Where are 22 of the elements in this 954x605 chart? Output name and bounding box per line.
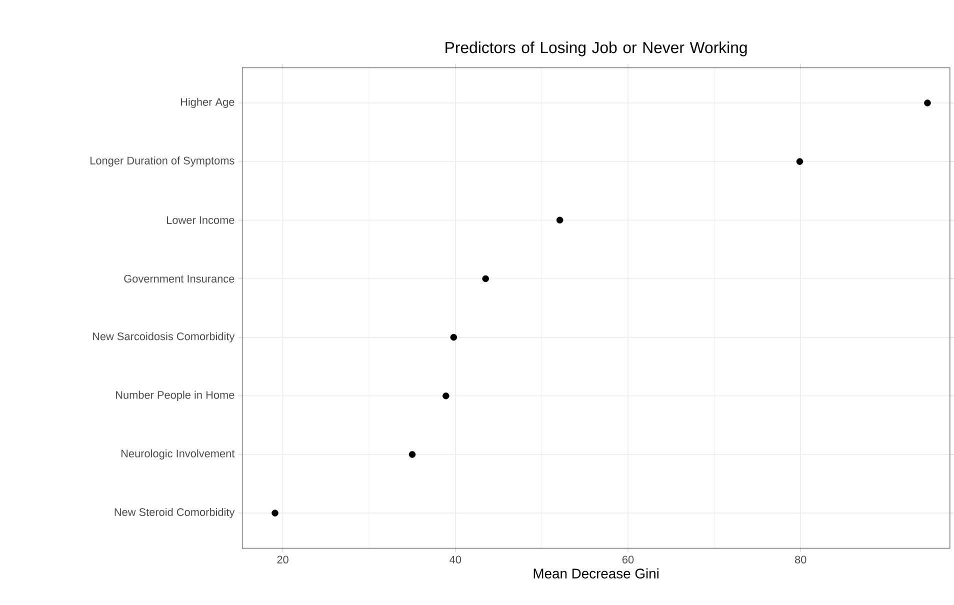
- point: [556, 216, 564, 224]
- x-tick-label: 20: [277, 556, 288, 564]
- point: [482, 275, 489, 282]
- y-tick-label: Government Insurance: [124, 274, 234, 283]
- point: [408, 451, 416, 458]
- y-tick-label: Higher Age: [180, 98, 234, 108]
- point: [442, 392, 450, 400]
- y-tick-label: Longer Duration of Symptoms: [90, 156, 234, 167]
- point: [272, 510, 278, 516]
- point: [450, 334, 458, 341]
- y-tick-label: New Sarcoidosis Comorbidity: [92, 332, 235, 342]
- point: [924, 100, 931, 106]
- y-tick-label: New Steroid Comorbidity: [114, 508, 235, 518]
- x-axis-title: Mean Decrease Gini: [534, 568, 658, 578]
- point: [796, 158, 804, 165]
- chart-title: Predictors of Losing Job or Never Working: [446, 42, 747, 56]
- x-tick-label: 60: [622, 556, 634, 564]
- y-tick-label: Number People in Home: [116, 390, 234, 401]
- x-tick-label: 40: [450, 556, 462, 564]
- x-tick-label: 80: [795, 556, 806, 564]
- y-tick-label: Neurologic Involvement: [121, 449, 235, 460]
- y-tick-label: Lower Income: [167, 216, 234, 224]
